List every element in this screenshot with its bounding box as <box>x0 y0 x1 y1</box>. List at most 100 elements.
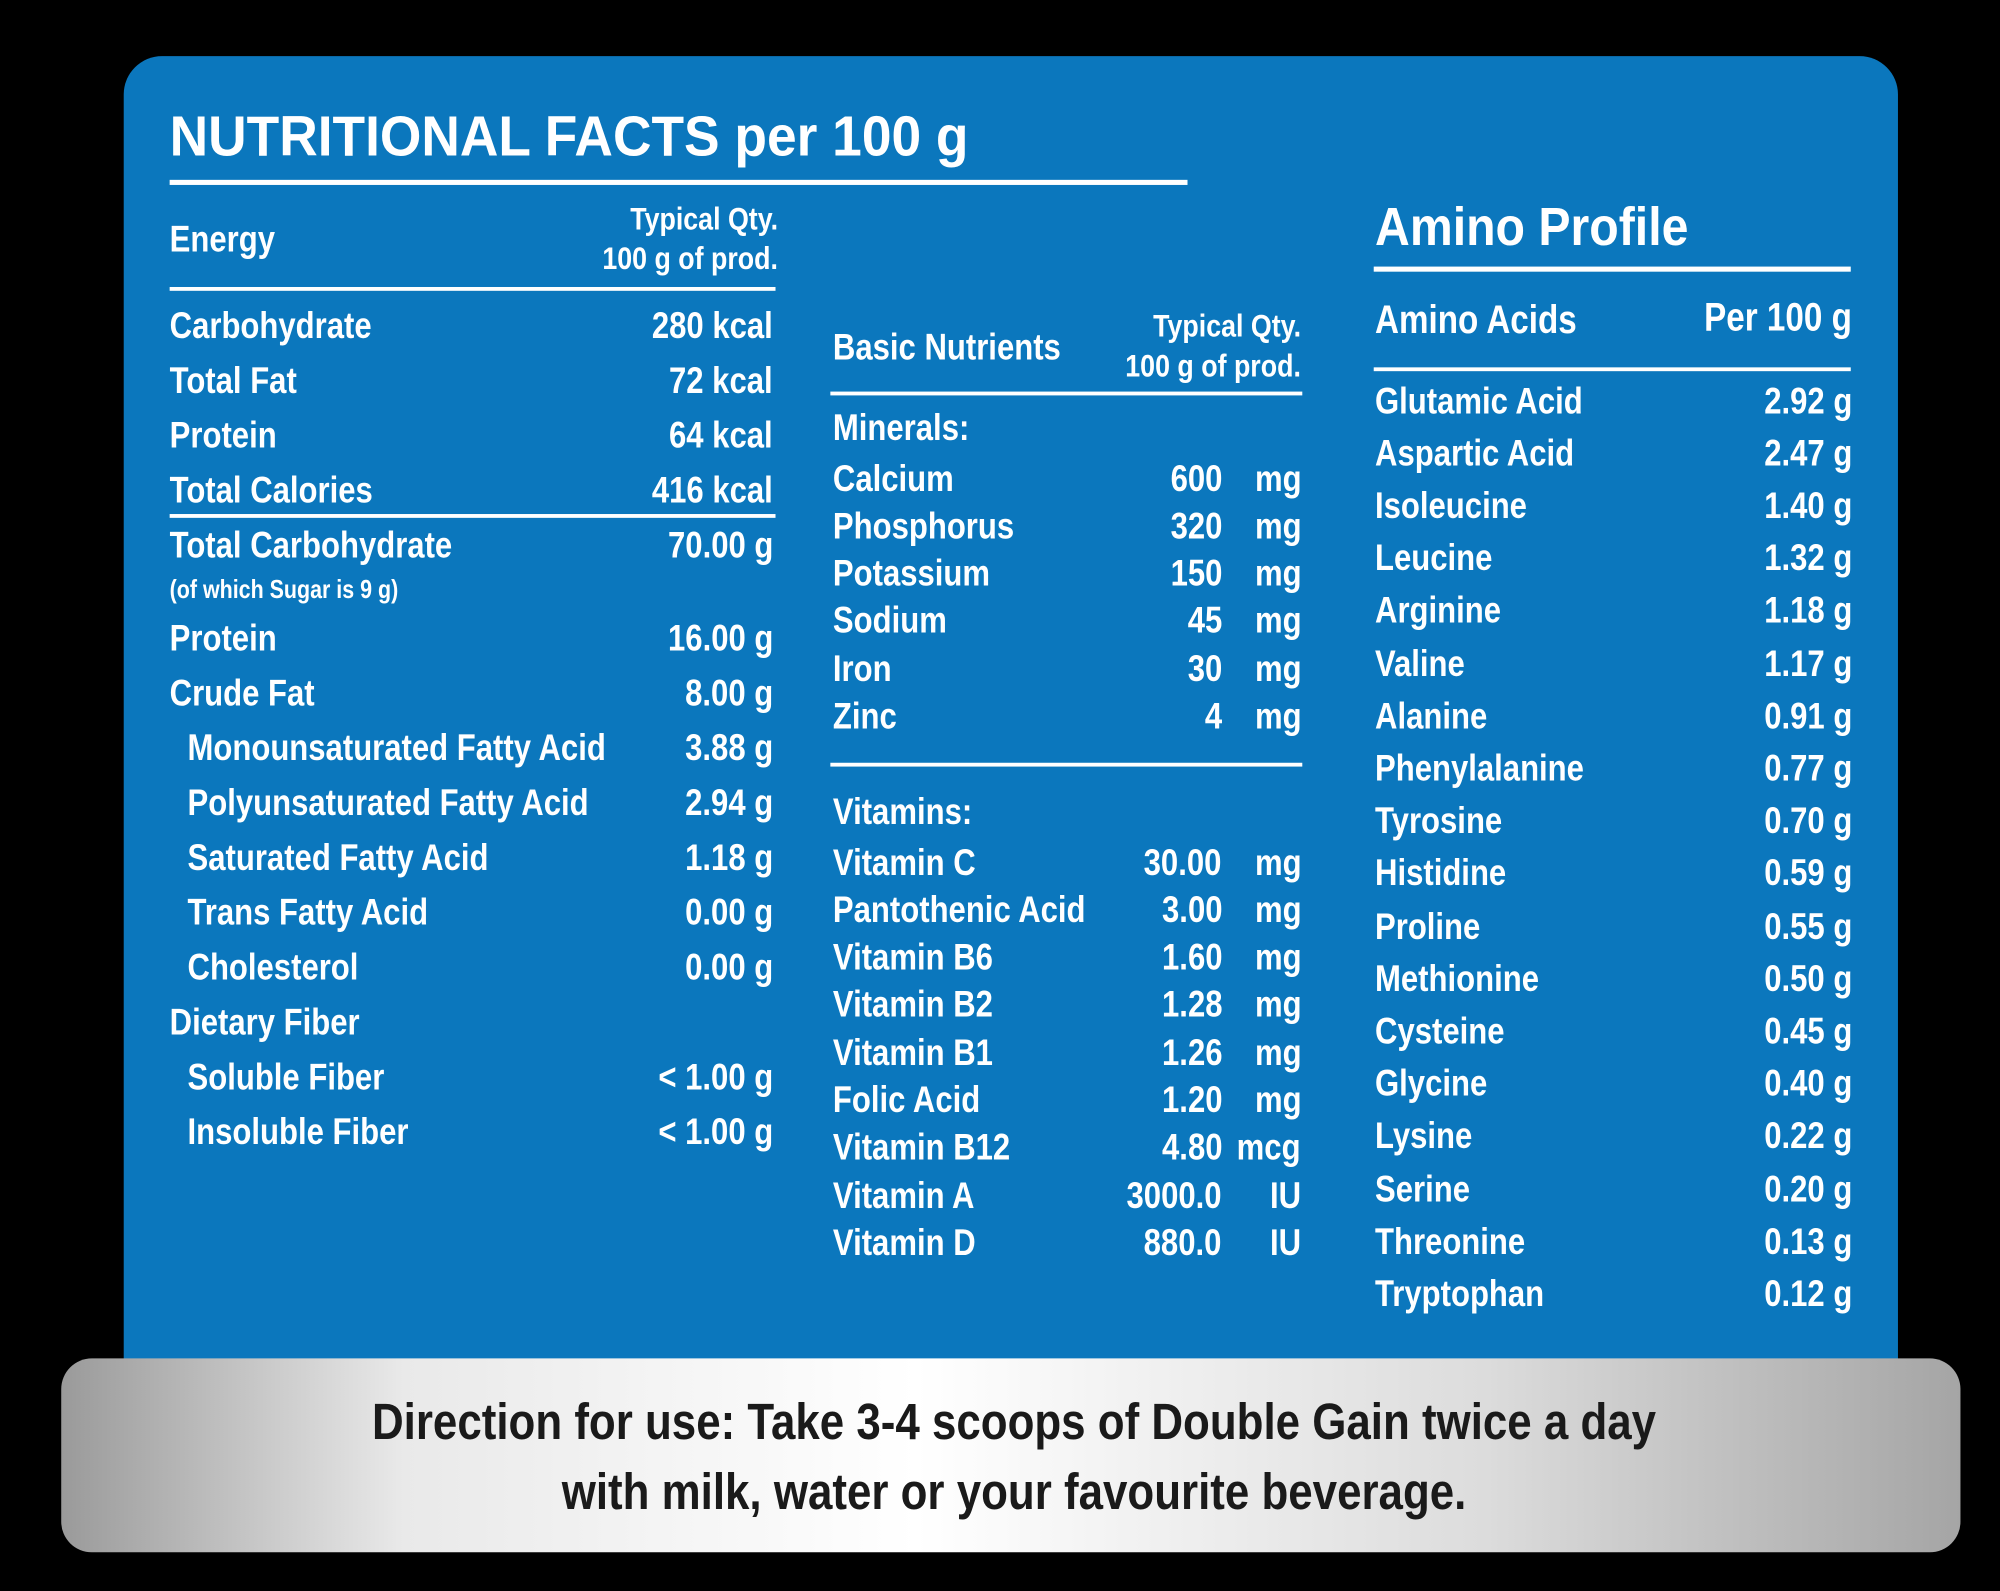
amino-value: 2.92 g <box>1763 380 1853 422</box>
amino-name: Tryptophan <box>1374 1274 1545 1315</box>
amino-name: Alanine <box>1374 696 1488 737</box>
amino-value: 1.18 g <box>1763 590 1853 632</box>
nutrient-name: Vitamin D <box>832 1223 976 1264</box>
group-heading: Vitamins: <box>832 791 973 833</box>
amino-name: Proline <box>1374 906 1481 948</box>
nutrient-amount: 880.0 <box>1144 1223 1222 1264</box>
qty-header: Typical Qty. <box>1153 308 1302 344</box>
amino-name: Serine <box>1374 1169 1471 1210</box>
nutrient-note: (of which Sugar is 9 g) <box>169 576 399 605</box>
nutrient-name: Vitamin B1 <box>832 1032 993 1074</box>
amino-value: 0.55 g <box>1763 906 1853 948</box>
nutrient-name: Monounsaturated Fatty Acid <box>187 727 606 769</box>
amino-title-rule <box>1373 266 1851 272</box>
nutrient-unit: mcg <box>1237 1127 1302 1169</box>
nutrient-amount: 30 <box>1187 648 1222 690</box>
nutrient-name: Vitamin B2 <box>832 985 993 1027</box>
nutrient-name: Vitamin B12 <box>832 1127 1011 1169</box>
title: NUTRITIONAL FACTS per 100 g <box>169 105 969 169</box>
amino-name: Cysteine <box>1374 1011 1505 1053</box>
nutrient-name: Saturated Fatty Acid <box>187 837 489 879</box>
nutrient-name: Protein <box>169 617 277 659</box>
amino-value: 0.91 g <box>1763 696 1853 737</box>
nutrient-value: < 1.00 g <box>658 1056 773 1098</box>
nutrient-unit: mg <box>1254 553 1302 595</box>
nutrient-name: Total Carbohydrate <box>169 524 453 566</box>
nutrient-name: Soluble Fiber <box>187 1056 385 1098</box>
nutrient-amount: 1.60 <box>1161 937 1222 979</box>
nutrient-name: Protein <box>169 415 277 456</box>
nutrient-name: Vitamin B6 <box>832 937 993 979</box>
nutrient-amount: 3000.0 <box>1126 1175 1222 1217</box>
nutrient-value: 2.94 g <box>684 782 773 824</box>
minerals-rule <box>830 762 1303 767</box>
nutrient-unit: mg <box>1254 842 1302 884</box>
qty-header: Typical Qty. <box>630 200 779 237</box>
nutrition-panel <box>123 56 1898 1409</box>
amino-value: 0.22 g <box>1763 1116 1853 1158</box>
nutrient-unit: mg <box>1254 601 1302 643</box>
nutrient-unit: mg <box>1254 1032 1302 1074</box>
nutrient-name: Dietary Fiber <box>169 1001 360 1043</box>
nutrient-unit: IU <box>1269 1175 1302 1217</box>
nutrient-name: Sodium <box>832 601 947 643</box>
nutrient-value: 1.18 g <box>684 837 773 879</box>
amino-value: 1.40 g <box>1763 485 1853 527</box>
amino-name: Arginine <box>1374 590 1502 632</box>
amino-value: 0.20 g <box>1763 1169 1853 1210</box>
amino-header-rule <box>1373 367 1851 372</box>
nutrient-name: Crude Fat <box>169 672 315 714</box>
nutrient-amount: 1.26 <box>1161 1032 1222 1074</box>
amino-value: 0.13 g <box>1763 1221 1853 1263</box>
direction-bar <box>61 1358 1961 1553</box>
nutrient-unit: mg <box>1254 890 1302 931</box>
nutrient-name: Polyunsaturated Fatty Acid <box>187 782 589 824</box>
nutrient-amount: 30.00 <box>1144 842 1222 884</box>
amino-value: 0.45 g <box>1763 1011 1853 1053</box>
nutrient-value: 280 kcal <box>652 305 773 347</box>
nutrient-unit: mg <box>1254 937 1302 979</box>
basic-header-rule <box>830 391 1303 396</box>
column-header: Energy <box>169 218 275 260</box>
nutrient-amount: 600 <box>1170 458 1222 500</box>
nutrient-amount: 1.28 <box>1161 985 1222 1027</box>
nutrient-unit: mg <box>1254 648 1302 690</box>
nutrient-value: 64 kcal <box>669 415 773 456</box>
nutrient-name: Folic Acid <box>832 1080 981 1122</box>
nutrient-name: Carbohydrate <box>169 305 372 347</box>
nutrient-name: Iron <box>832 648 892 690</box>
nutrient-amount: 150 <box>1170 553 1222 595</box>
amino-name: Valine <box>1374 643 1465 685</box>
amino-name: Glutamic Acid <box>1374 380 1583 422</box>
nutrient-name: Vitamin C <box>832 842 976 884</box>
amino-value: 0.50 g <box>1763 958 1853 1000</box>
nutrient-unit: mg <box>1254 506 1302 547</box>
amino-title: Amino Profile <box>1374 196 1689 257</box>
nutrient-value: 416 kcal <box>652 470 773 511</box>
nutrient-value: < 1.00 g <box>658 1111 773 1153</box>
nutrient-name: Total Calories <box>169 470 373 511</box>
nutrient-name: Cholesterol <box>187 947 359 988</box>
amino-name: Methionine <box>1374 958 1539 1000</box>
nutrient-value: 72 kcal <box>669 360 773 402</box>
nutrient-amount: 3.00 <box>1161 890 1222 931</box>
amino-name: Lysine <box>1374 1116 1473 1158</box>
nutrient-amount: 320 <box>1170 506 1222 547</box>
amino-name: Isoleucine <box>1374 485 1527 527</box>
nutrient-unit: mg <box>1254 696 1302 738</box>
amino-name: Tyrosine <box>1374 801 1503 842</box>
title-rule <box>169 179 1188 185</box>
nutrient-amount: 45 <box>1187 601 1222 643</box>
nutrient-name: Calcium <box>832 458 954 500</box>
amino-name: Histidine <box>1374 853 1507 895</box>
amino-value: 0.40 g <box>1763 1063 1853 1105</box>
group-heading: Minerals: <box>832 407 970 449</box>
nutrient-value: 3.88 g <box>684 727 773 769</box>
nutrient-unit: IU <box>1269 1223 1302 1264</box>
amino-name: Threonine <box>1374 1221 1526 1263</box>
nutrient-value: 8.00 g <box>684 672 773 714</box>
nutrient-unit: mg <box>1254 458 1302 500</box>
energy-header-rule <box>169 286 776 291</box>
amino-value: 0.77 g <box>1763 748 1853 790</box>
